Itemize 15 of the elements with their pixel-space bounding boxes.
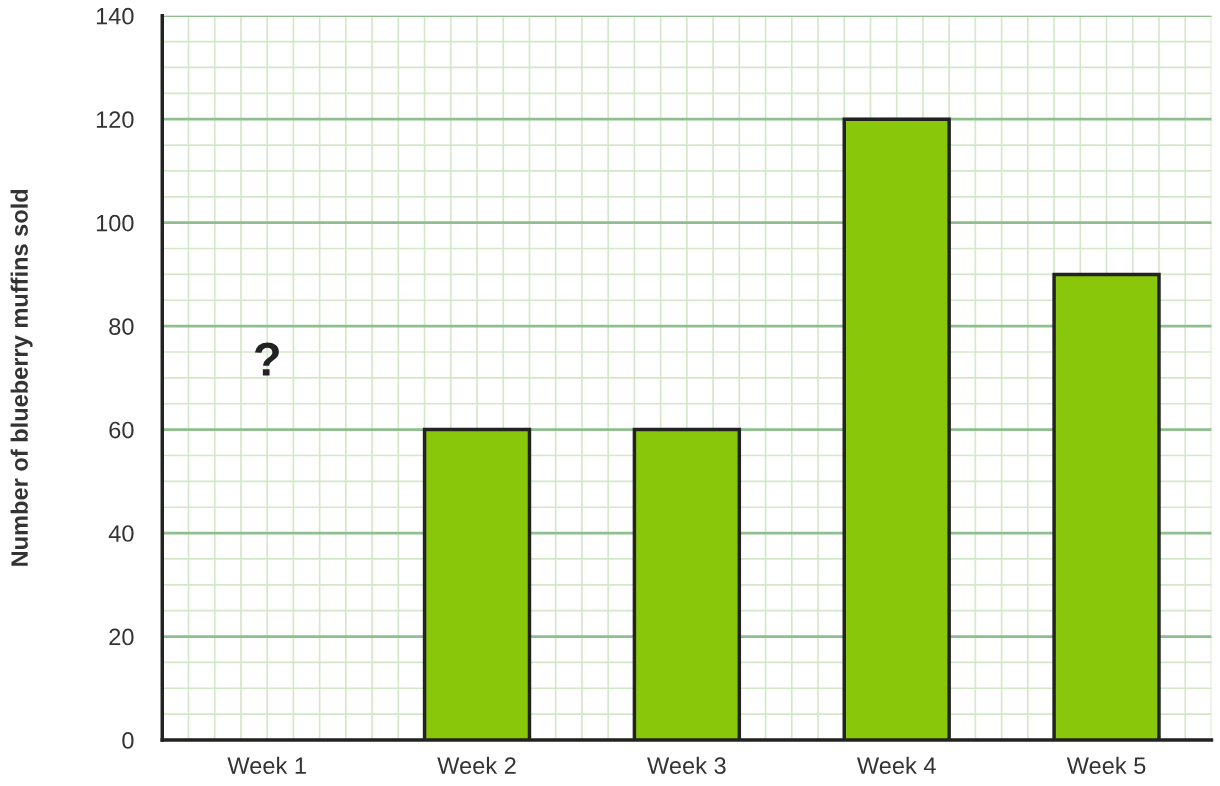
y-tick-label: 80 bbox=[109, 318, 134, 335]
y-tick-label: 0 bbox=[122, 732, 134, 749]
x-tick-label: Week 4 bbox=[856, 756, 936, 775]
y-tick-label: 40 bbox=[108, 525, 134, 542]
y-tick-label: 100 bbox=[96, 214, 134, 232]
annotation: ? bbox=[254, 342, 279, 376]
y-tick-label: 20 bbox=[109, 628, 134, 646]
y-tick-label: 140 bbox=[96, 7, 134, 25]
x-tick-label: Week 3 bbox=[647, 756, 726, 775]
x-tick-label: Week 5 bbox=[1066, 756, 1146, 775]
x-tick-label: Week 2 bbox=[437, 756, 516, 775]
y-tick-label: 60 bbox=[109, 421, 134, 439]
x-tick-label: Week 1 bbox=[227, 756, 306, 775]
y-tick-label: 120 bbox=[96, 111, 134, 128]
y-axis-title: Number of blueberry muffins sold bbox=[10, 189, 33, 566]
